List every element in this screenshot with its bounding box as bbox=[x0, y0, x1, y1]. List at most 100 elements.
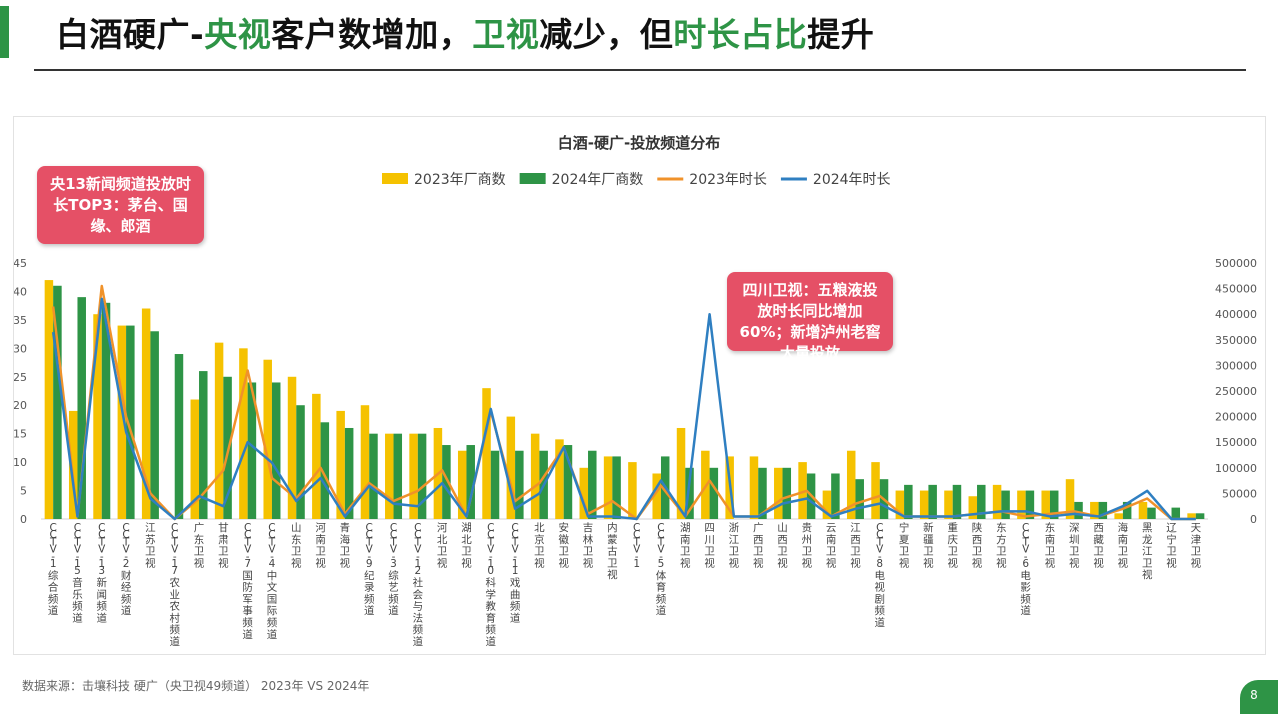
category-label-43: 西藏卫视 bbox=[1093, 522, 1104, 569]
bar-1-5 bbox=[174, 354, 184, 519]
category-label-27: 四川卫视 bbox=[704, 522, 715, 569]
category-label-10: 山东卫视 bbox=[291, 522, 302, 569]
y-right-tick-4: 200000 bbox=[1215, 411, 1257, 424]
category-label-36: 新疆卫视 bbox=[923, 521, 934, 569]
y-left-tick-6: 30 bbox=[14, 342, 27, 355]
category-label-3: C C T V -2 财经频道 bbox=[121, 522, 132, 617]
category-label-23: 内蒙古卫视 bbox=[607, 521, 618, 581]
bar-0-22 bbox=[579, 467, 589, 519]
bar-0-24 bbox=[628, 462, 637, 519]
y-right-tick-10: 500000 bbox=[1215, 257, 1257, 270]
bar-0-18 bbox=[482, 388, 491, 519]
bar-1-4 bbox=[150, 331, 159, 519]
category-label-15: C C T V -1 2 社会与法频道 bbox=[413, 522, 424, 648]
bar-1-33 bbox=[855, 479, 864, 519]
bar-0-21 bbox=[555, 439, 564, 519]
category-label-20: 北京卫视 bbox=[534, 522, 545, 569]
title-part-6: 提升 bbox=[807, 15, 875, 54]
bar-0-11 bbox=[312, 393, 321, 519]
bar-0-42 bbox=[1065, 479, 1075, 519]
category-label-11: 河南卫视 bbox=[315, 522, 326, 569]
title-part-3: 卫视 bbox=[472, 15, 540, 54]
category-label-46: 辽宁卫视 bbox=[1166, 522, 1177, 569]
bar-1-14 bbox=[393, 433, 403, 519]
category-label-40: C C T V -6 电影频道 bbox=[1020, 522, 1031, 617]
bar-1-10 bbox=[296, 405, 305, 519]
y-right-tick-2: 100000 bbox=[1215, 462, 1257, 475]
category-label-2: C C T V -1 3 新闻频道 bbox=[97, 522, 108, 624]
bar-0-19 bbox=[506, 416, 516, 519]
bar-0-47 bbox=[1187, 513, 1196, 519]
bar-0-1 bbox=[68, 410, 78, 519]
bar-0-26 bbox=[676, 427, 686, 519]
category-label-18: C C T V -1 0 科学教育频道 bbox=[486, 522, 497, 648]
bar-0-31 bbox=[798, 462, 807, 519]
bar-1-43 bbox=[1098, 501, 1108, 519]
bar-0-38 bbox=[968, 496, 978, 519]
category-label-14: C C T V -3 综艺频道 bbox=[388, 522, 399, 617]
bar-0-13 bbox=[360, 405, 370, 519]
bar-1-39 bbox=[1001, 490, 1010, 519]
legend-swatch-1 bbox=[519, 173, 546, 184]
bar-0-0 bbox=[44, 280, 54, 519]
bar-1-15 bbox=[417, 433, 427, 519]
bar-0-35 bbox=[895, 490, 905, 519]
channel-distribution-chart: 白酒-硬广-投放频道分布 2023年厂商数 2024年厂商数 2023年时长 2024年… bbox=[14, 134, 1257, 648]
category-label-13: C C T V -9 纪录频道 bbox=[364, 522, 375, 617]
y-left-tick-3: 15 bbox=[14, 428, 27, 441]
category-label-37: 重庆卫视 bbox=[947, 521, 958, 569]
bar-0-29 bbox=[749, 456, 759, 519]
callout-sichuan: 四川卫视：五粮液投放时长同比增加60%；新增泸州老窖大量投放 bbox=[727, 272, 893, 362]
callout-cctv13: 央13新闻频道投放时长TOP3：茅台、国缘、郎酒 bbox=[37, 166, 204, 244]
y-right-tick-0: 0 bbox=[1250, 513, 1257, 526]
legend-swatch-0 bbox=[382, 173, 408, 184]
category-label-6: 广东卫视 bbox=[194, 522, 205, 569]
bar-0-3 bbox=[117, 325, 127, 519]
bar-1-35 bbox=[904, 484, 913, 519]
y-left-tick-8: 40 bbox=[14, 285, 27, 298]
category-label-1: C C T V -1 5 音乐频道 bbox=[72, 522, 83, 624]
bar-0-32 bbox=[822, 490, 832, 519]
category-label-4: 江苏卫视 bbox=[145, 522, 156, 569]
bar-1-3 bbox=[126, 325, 135, 519]
bar-1-22 bbox=[588, 450, 597, 519]
bar-1-29 bbox=[758, 467, 767, 519]
bar-0-44 bbox=[1114, 513, 1123, 519]
legend-label-2: 2023年时长 bbox=[689, 172, 767, 188]
category-label-31: 贵州卫视 bbox=[802, 521, 813, 569]
category-label-12: 青海卫视 bbox=[340, 521, 351, 569]
bar-1-37 bbox=[952, 484, 962, 519]
bar-0-36 bbox=[919, 490, 929, 519]
bar-1-19 bbox=[515, 450, 524, 519]
y-left-tick-7: 35 bbox=[14, 314, 27, 327]
bar-1-42 bbox=[1074, 501, 1083, 519]
category-label-7: 甘肃卫视 bbox=[218, 521, 229, 569]
bar-1-30 bbox=[782, 467, 792, 519]
bar-1-27 bbox=[709, 467, 719, 519]
bar-0-12 bbox=[336, 410, 345, 519]
category-label-22: 吉林卫视 bbox=[583, 522, 594, 569]
category-label-29: 广西卫视 bbox=[753, 522, 764, 569]
bar-0-20 bbox=[530, 433, 540, 519]
line-series-1 bbox=[51, 297, 1196, 521]
bar-0-43 bbox=[1090, 501, 1099, 519]
bar-1-36 bbox=[928, 484, 937, 519]
title-part-2: 客户数增加， bbox=[271, 15, 473, 54]
chart-card: 白酒-硬广-投放频道分布 2023年厂商数 2024年厂商数 2023年时长 2024年… bbox=[13, 116, 1266, 655]
bar-0-37 bbox=[944, 490, 953, 519]
bar-1-21 bbox=[563, 445, 573, 519]
y-right-tick-8: 400000 bbox=[1215, 308, 1257, 321]
bar-1-9 bbox=[271, 382, 281, 519]
category-label-19: C C T V -1 1 戏曲频道 bbox=[510, 522, 521, 624]
category-label-39: 东方卫视 bbox=[996, 521, 1007, 569]
category-label-21: 安徽卫视 bbox=[558, 521, 569, 569]
bar-0-30 bbox=[774, 467, 783, 519]
category-label-24: C C T V -1 bbox=[632, 522, 641, 570]
bar-1-17 bbox=[466, 445, 475, 519]
y-right-tick-3: 150000 bbox=[1215, 436, 1257, 449]
category-label-17: 湖北卫视 bbox=[461, 522, 472, 569]
title-divider bbox=[34, 69, 1246, 71]
bar-0-6 bbox=[190, 399, 200, 519]
title-part-1: 央视 bbox=[204, 15, 272, 54]
bar-1-45 bbox=[1147, 507, 1156, 519]
